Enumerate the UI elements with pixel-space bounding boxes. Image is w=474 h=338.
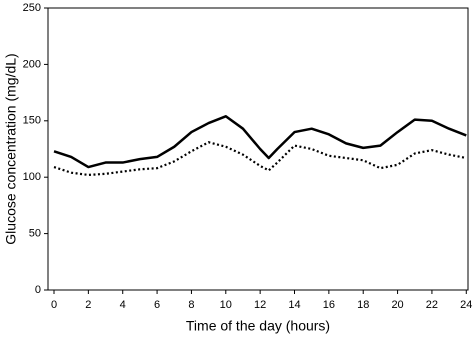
- y-tick-label: 250: [23, 2, 41, 14]
- x-tick-label: 16: [323, 299, 335, 311]
- x-tick-label: 12: [254, 299, 266, 311]
- x-tick-label: 22: [426, 299, 438, 311]
- x-tick-label: 14: [288, 299, 300, 311]
- x-tick-label: 20: [391, 299, 403, 311]
- x-tick-label: 0: [51, 299, 57, 311]
- x-tick-label: 8: [188, 299, 194, 311]
- y-tick-label: 150: [23, 115, 41, 127]
- series-line: [53, 141, 467, 177]
- y-tick-label: 200: [23, 58, 41, 70]
- x-tick-label: 2: [85, 299, 91, 311]
- x-tick-label: 18: [357, 299, 369, 311]
- y-tick-label: 100: [23, 171, 41, 183]
- x-tick-label: 6: [154, 299, 160, 311]
- y-tick-label: 0: [35, 284, 41, 296]
- plot-frame: [47, 7, 469, 291]
- series-line: [53, 115, 467, 169]
- y-tick-label: 50: [29, 228, 41, 240]
- y-axis-title: Glucose concentration (mg/dL): [3, 53, 19, 244]
- x-tick-label: 10: [220, 299, 232, 311]
- x-tick-label: 4: [120, 299, 126, 311]
- x-tick-label: 24: [460, 299, 472, 311]
- x-axis-title: Time of the day (hours): [186, 318, 330, 334]
